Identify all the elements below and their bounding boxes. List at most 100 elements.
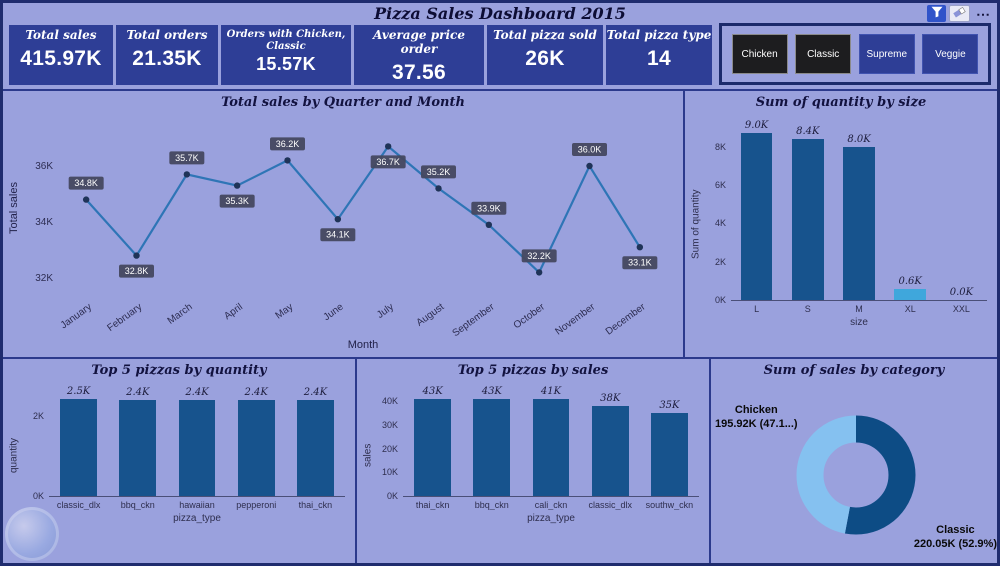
bar-value-label: 2.4K: [244, 387, 268, 398]
data-point-january[interactable]: [82, 196, 90, 203]
category-label: classic_dlx: [588, 500, 632, 510]
data-label: 35.3K: [225, 196, 249, 206]
bar-classic_dlx[interactable]: [591, 406, 629, 496]
quantity-by-size-chart: Sum of quantity 0K 2K 4K 6K 8K 9.0K 8.4K 8.0K 0.6…: [685, 110, 997, 328]
x-tick-label: June: [322, 301, 346, 323]
data-label-bg: [572, 143, 607, 156]
bar-column: 2.4K: [286, 386, 345, 496]
top5-quantity-chart: quantity 0K 2K 2.5K 2.4K 2.4K 2.4K 2.4K classic_…: [3, 378, 355, 524]
category-label: southw_ckn: [645, 500, 694, 510]
data-point-february[interactable]: [133, 252, 140, 259]
header-panel: Pizza Sales Dashboard 2015 ⋯ Total sales…: [3, 3, 997, 89]
chart-title-top5-sales: Top 5 pizzas by sales: [457, 363, 609, 378]
kpi-value: 415.97K: [20, 46, 102, 70]
y-axis: 0K 2K 4K 6K 8K: [703, 120, 731, 305]
bar-bbq_ckn[interactable]: [473, 399, 511, 496]
data-point-june[interactable]: [334, 216, 342, 223]
y-tick-label: 32K: [35, 273, 53, 284]
data-point-april[interactable]: [233, 182, 241, 189]
bar-southw_ckn[interactable]: [651, 413, 688, 496]
bar-cali_ckn[interactable]: [532, 399, 570, 496]
data-label-bg: [219, 194, 255, 208]
chart-title-sales-by-month: Total sales by Quarter and Month: [221, 95, 465, 110]
eraser-icon: [953, 6, 966, 21]
chart-title-sales-by-category: Sum of sales by category: [763, 363, 945, 378]
data-label-bg: [169, 151, 205, 165]
slicer-option-supreme[interactable]: Supreme: [858, 34, 915, 74]
kpi-value: 21.35K: [132, 46, 202, 70]
bar-value-label: 41K: [540, 386, 562, 398]
category-label: XXL: [952, 304, 970, 314]
bar-column: 41K: [521, 386, 580, 496]
data-label: 36.0K: [578, 145, 602, 155]
top5-quantity-panel: Top 5 pizzas by quantity quantity 0K 2K 2.5…: [3, 359, 355, 563]
x-axis-title: pizza_type: [173, 513, 221, 524]
bar-value-label: 35K: [659, 400, 680, 412]
x-tick-label: November: [553, 301, 597, 337]
more-options-button[interactable]: ⋯: [973, 5, 993, 22]
data-point-august[interactable]: [435, 185, 442, 192]
data-point-december[interactable]: [636, 244, 644, 251]
toolbar: ⋯: [927, 5, 993, 22]
slicer-option-classic[interactable]: Classic: [795, 34, 852, 74]
bar-bbq_ckn[interactable]: [119, 400, 157, 496]
bar-hawaiian[interactable]: [178, 400, 216, 496]
plot-area: 2.5K 2.4K 2.4K 2.4K 2.4K: [49, 386, 345, 497]
bar-thai_ckn[interactable]: [297, 400, 334, 496]
bar-column: 2.4K: [227, 386, 286, 496]
x-axis-title: size: [850, 317, 868, 328]
data-label: 32.2K: [527, 251, 551, 261]
bar-column: 8.0K: [833, 120, 884, 300]
category-label: M: [855, 304, 863, 314]
data-point-october[interactable]: [535, 269, 543, 276]
bar-value-label: 0.0K: [949, 287, 974, 298]
x-tick-label: February: [105, 302, 144, 334]
bar-value-label: 2.4K: [126, 387, 150, 398]
bar-column: 38K: [581, 386, 640, 496]
data-label: 34.1K: [326, 230, 350, 240]
bar-chart-area: quantity 0K 2K 2.5K 2.4K 2.4K 2.4K 2.4K classic_…: [3, 386, 355, 524]
eraser-button[interactable]: [949, 5, 970, 22]
bar-xl[interactable]: [894, 288, 927, 300]
y-tick-label: 10K: [381, 467, 398, 478]
filter-button[interactable]: [927, 5, 946, 22]
bar-value-label: 8.0K: [847, 133, 871, 145]
data-point-september[interactable]: [485, 221, 493, 228]
quantity-by-size-panel: Sum of quantity by size Sum of quantity 0…: [685, 91, 997, 357]
slicer-option-chicken[interactable]: Chicken: [731, 34, 788, 74]
y-tick-label: 2K: [714, 256, 726, 267]
x-axis-title: Month: [348, 339, 379, 351]
bar-classic_dlx[interactable]: [60, 399, 97, 496]
bar-l[interactable]: [740, 133, 773, 300]
bar-m[interactable]: [843, 146, 875, 300]
pizza-category-slicer: Chicken Classic Supreme Veggie: [719, 23, 991, 85]
bar-column: 2.4K: [108, 386, 167, 496]
kpi-card-orders-with-chicken-classic: Orders with Chicken, Classic 15.57K: [221, 25, 351, 85]
bar-pepperoni[interactable]: [237, 400, 275, 496]
chart-title-quantity-by-size: Sum of quantity by size: [755, 95, 927, 110]
kpi-card-total-sales: Total sales 415.97K: [9, 25, 113, 85]
data-point-march[interactable]: [183, 171, 191, 178]
x-tick-label: January: [59, 302, 94, 332]
bar-s[interactable]: [791, 139, 824, 300]
sales-line: [85, 144, 641, 275]
bar-column: 0.6K: [885, 120, 936, 300]
bar-column: 43K: [403, 386, 462, 496]
donut-label-classic: Classic 220.05K (52.9%): [914, 524, 997, 552]
slicer-option-veggie[interactable]: Veggie: [922, 34, 979, 74]
bar-column: 2.4K: [167, 386, 226, 496]
top5-sales-chart: sales 0K 10K 20K 30K 40K 43K 43K 41K 38K 35K thai_c…: [357, 378, 709, 524]
data-point-may[interactable]: [284, 157, 291, 164]
data-point-july[interactable]: [384, 143, 392, 150]
y-tick-label: 20K: [381, 443, 398, 454]
bar-column: 2.5K: [49, 386, 108, 496]
donut-slice-chicken[interactable]: [796, 415, 916, 535]
bar-value-label: 43K: [422, 386, 443, 397]
plot-area: 43K 43K 41K 38K 35K: [403, 386, 699, 497]
bar-thai_ckn[interactable]: [414, 399, 451, 496]
data-point-november[interactable]: [586, 162, 593, 170]
x-tick-label: March: [166, 302, 195, 327]
kpi-card-total-pizza-type: Total pizza type 14: [606, 25, 712, 85]
kpi-value: 37.56: [391, 60, 447, 84]
x-axis-title: pizza_type: [527, 513, 575, 524]
